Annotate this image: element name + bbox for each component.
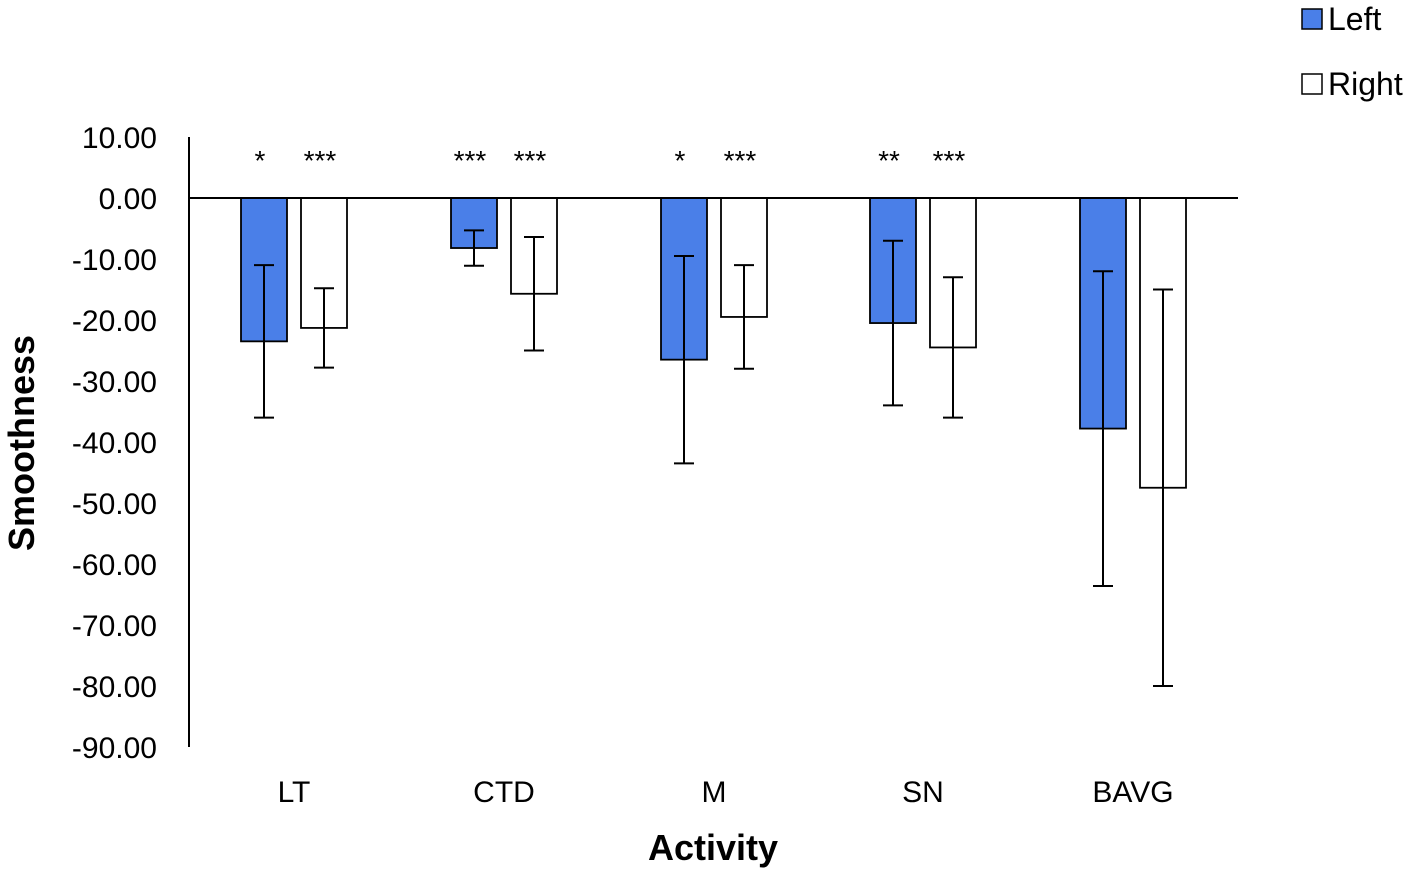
x-category-label: LT (278, 776, 311, 809)
y-tick-label: 10.00 (82, 122, 157, 155)
x-category-label: BAVG (1092, 776, 1173, 809)
significance-marker: * (675, 145, 686, 176)
significance-marker: *** (454, 145, 487, 176)
y-tick-label: -80.00 (72, 671, 157, 704)
significance-marker: ** (878, 145, 900, 176)
y-axis-title: Smoothness (1, 335, 42, 551)
x-category-label: SN (902, 776, 944, 809)
significance-marker: *** (514, 145, 547, 176)
y-tick-label: -20.00 (72, 305, 157, 338)
y-tick-label: -10.00 (72, 244, 157, 277)
x-axis-title: Activity (648, 827, 778, 868)
y-tick-label: -40.00 (72, 427, 157, 460)
y-tick-label: 0.00 (99, 183, 157, 216)
y-tick-label: -70.00 (72, 610, 157, 643)
legend-swatch-left (1301, 8, 1323, 30)
significance-labels: * *** * ***** *** *** *** (255, 145, 966, 176)
x-axis-categories: LT CTD M SN BAVG (278, 776, 1174, 809)
legend: Left Right (1301, 1, 1403, 102)
legend-label-left: Left (1328, 1, 1381, 37)
bars (240, 197, 1187, 489)
significance-marker: *** (724, 145, 757, 176)
x-category-label: CTD (473, 776, 535, 809)
significance-marker: *** (933, 145, 966, 176)
significance-marker: *** (304, 145, 337, 176)
error-bars (254, 229, 1173, 687)
legend-label-right: Right (1328, 66, 1403, 102)
significance-marker: * (255, 145, 266, 176)
y-axis: 10.00 0.00 -10.00 -20.00 -30.00 -40.00 -50.00 -… (72, 122, 190, 765)
x-category-label: M (702, 776, 727, 809)
legend-swatch-right (1301, 73, 1323, 95)
y-tick-label: -50.00 (72, 488, 157, 521)
y-tick-label: -30.00 (72, 366, 157, 399)
y-tick-label: -90.00 (72, 732, 157, 765)
y-tick-label: -60.00 (72, 549, 157, 582)
